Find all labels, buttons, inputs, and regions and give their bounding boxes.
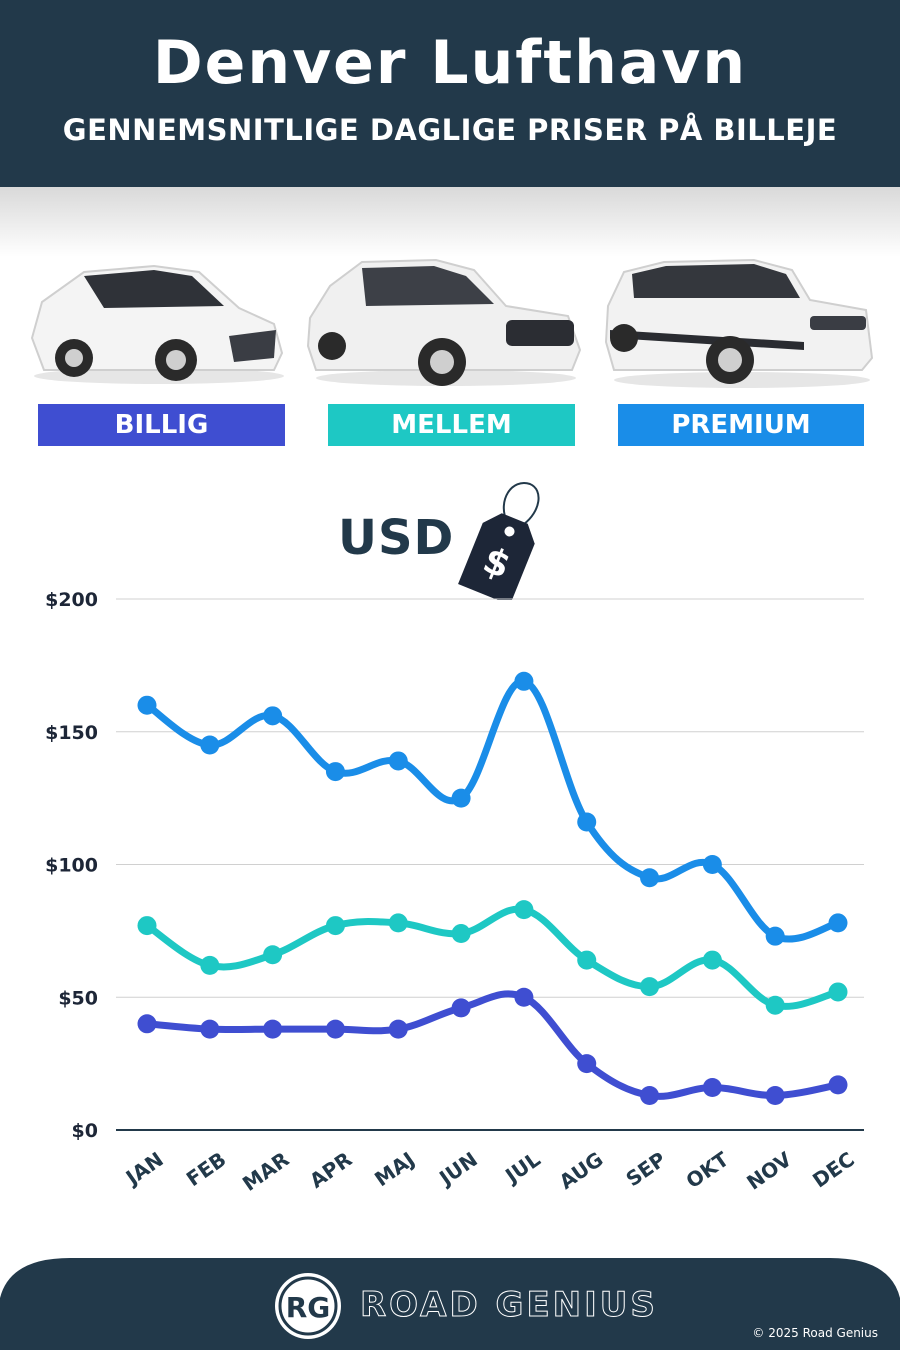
currency-label: USD: [338, 510, 455, 566]
road-genius-logo-icon: RG: [275, 1273, 341, 1339]
x-tick-label: JAN: [120, 1147, 168, 1191]
data-point-billig: [640, 1085, 660, 1105]
footer-banner: [0, 1258, 900, 1350]
x-tick-label: DEC: [808, 1147, 859, 1192]
brand-name: ROAD GENIUS: [360, 1285, 658, 1326]
x-tick-label: MAR: [238, 1147, 293, 1196]
data-point-mellem: [514, 900, 534, 920]
data-point-premium: [451, 788, 471, 808]
data-point-premium: [263, 706, 283, 726]
data-point-mellem: [828, 982, 848, 1002]
x-tick-label: JUL: [499, 1147, 544, 1189]
x-tick-label: MAJ: [370, 1147, 419, 1191]
data-point-billig: [137, 1014, 157, 1034]
series-line-mellem: [143, 905, 842, 1010]
data-point-mellem: [388, 913, 408, 933]
data-point-mellem: [263, 945, 283, 965]
data-point-billig: [765, 1085, 785, 1105]
data-point-billig: [702, 1078, 722, 1098]
page-title: Denver Lufthavn: [152, 28, 748, 98]
data-point-premium: [702, 855, 722, 874]
series-line-premium: [143, 677, 842, 943]
data-point-premium: [577, 812, 597, 832]
data-point-billig: [514, 987, 534, 1007]
midsize-car-image: [306, 258, 582, 386]
data-point-billig: [388, 1019, 408, 1039]
data-point-mellem: [325, 916, 345, 936]
x-tick-label: APR: [305, 1147, 356, 1193]
logo-initials: RG: [286, 1291, 331, 1324]
data-point-premium: [765, 926, 785, 946]
price-line-chart: $0 $50 $100 $150 $200 JAN FEB MAR APR MAJ JUN JUL AU…: [45, 589, 864, 1196]
premium-car-image: [604, 258, 874, 388]
data-point-premium: [200, 735, 220, 755]
data-point-mellem: [451, 924, 471, 944]
data-point-mellem: [200, 955, 220, 975]
data-point-premium: [640, 868, 660, 888]
price-tag-icon: $: [458, 482, 540, 600]
data-point-mellem: [137, 916, 157, 936]
data-point-mellem: [765, 995, 785, 1015]
x-tick-label: FEB: [182, 1147, 231, 1191]
data-point-premium: [828, 913, 848, 933]
y-tick-label: $50: [58, 987, 98, 1009]
data-point-billig: [200, 1019, 220, 1039]
data-point-premium: [388, 751, 408, 771]
x-tick-label: SEP: [622, 1147, 671, 1191]
data-point-mellem: [702, 950, 722, 970]
series-line-billig: [143, 990, 842, 1100]
y-tick-label: $100: [45, 855, 98, 877]
data-point-billig: [451, 998, 471, 1018]
y-tick-label: $150: [45, 722, 98, 744]
copyright-text: © 2025 Road Genius: [752, 1326, 878, 1340]
header-banner: Denver Lufthavn GENNEMSNITLIGE DAGLIGE P…: [0, 0, 900, 187]
data-point-billig: [828, 1075, 848, 1095]
economy-car-image: [30, 264, 284, 384]
category-badge-billig: BILLIG: [38, 404, 285, 446]
data-point-premium: [514, 671, 534, 691]
data-point-mellem: [640, 977, 660, 997]
x-tick-label: AUG: [555, 1147, 608, 1194]
data-point-billig: [263, 1019, 283, 1039]
page-subtitle: GENNEMSNITLIGE DAGLIGE PRISER PÅ BILLEJE: [62, 113, 838, 147]
data-point-premium: [137, 695, 157, 715]
y-tick-label: $200: [45, 589, 98, 611]
x-tick-label: OKT: [682, 1147, 734, 1193]
data-point-billig: [577, 1054, 597, 1074]
x-tick-label: JUN: [433, 1147, 482, 1191]
category-badge-premium: PREMIUM: [618, 404, 864, 446]
header-shadow: [0, 187, 900, 257]
data-point-billig: [325, 1019, 345, 1039]
y-tick-label: $0: [72, 1120, 98, 1142]
data-point-mellem: [577, 950, 597, 970]
data-point-premium: [325, 762, 345, 782]
x-tick-label: NOV: [742, 1147, 796, 1195]
category-badge-mellem: MELLEM: [328, 404, 575, 446]
